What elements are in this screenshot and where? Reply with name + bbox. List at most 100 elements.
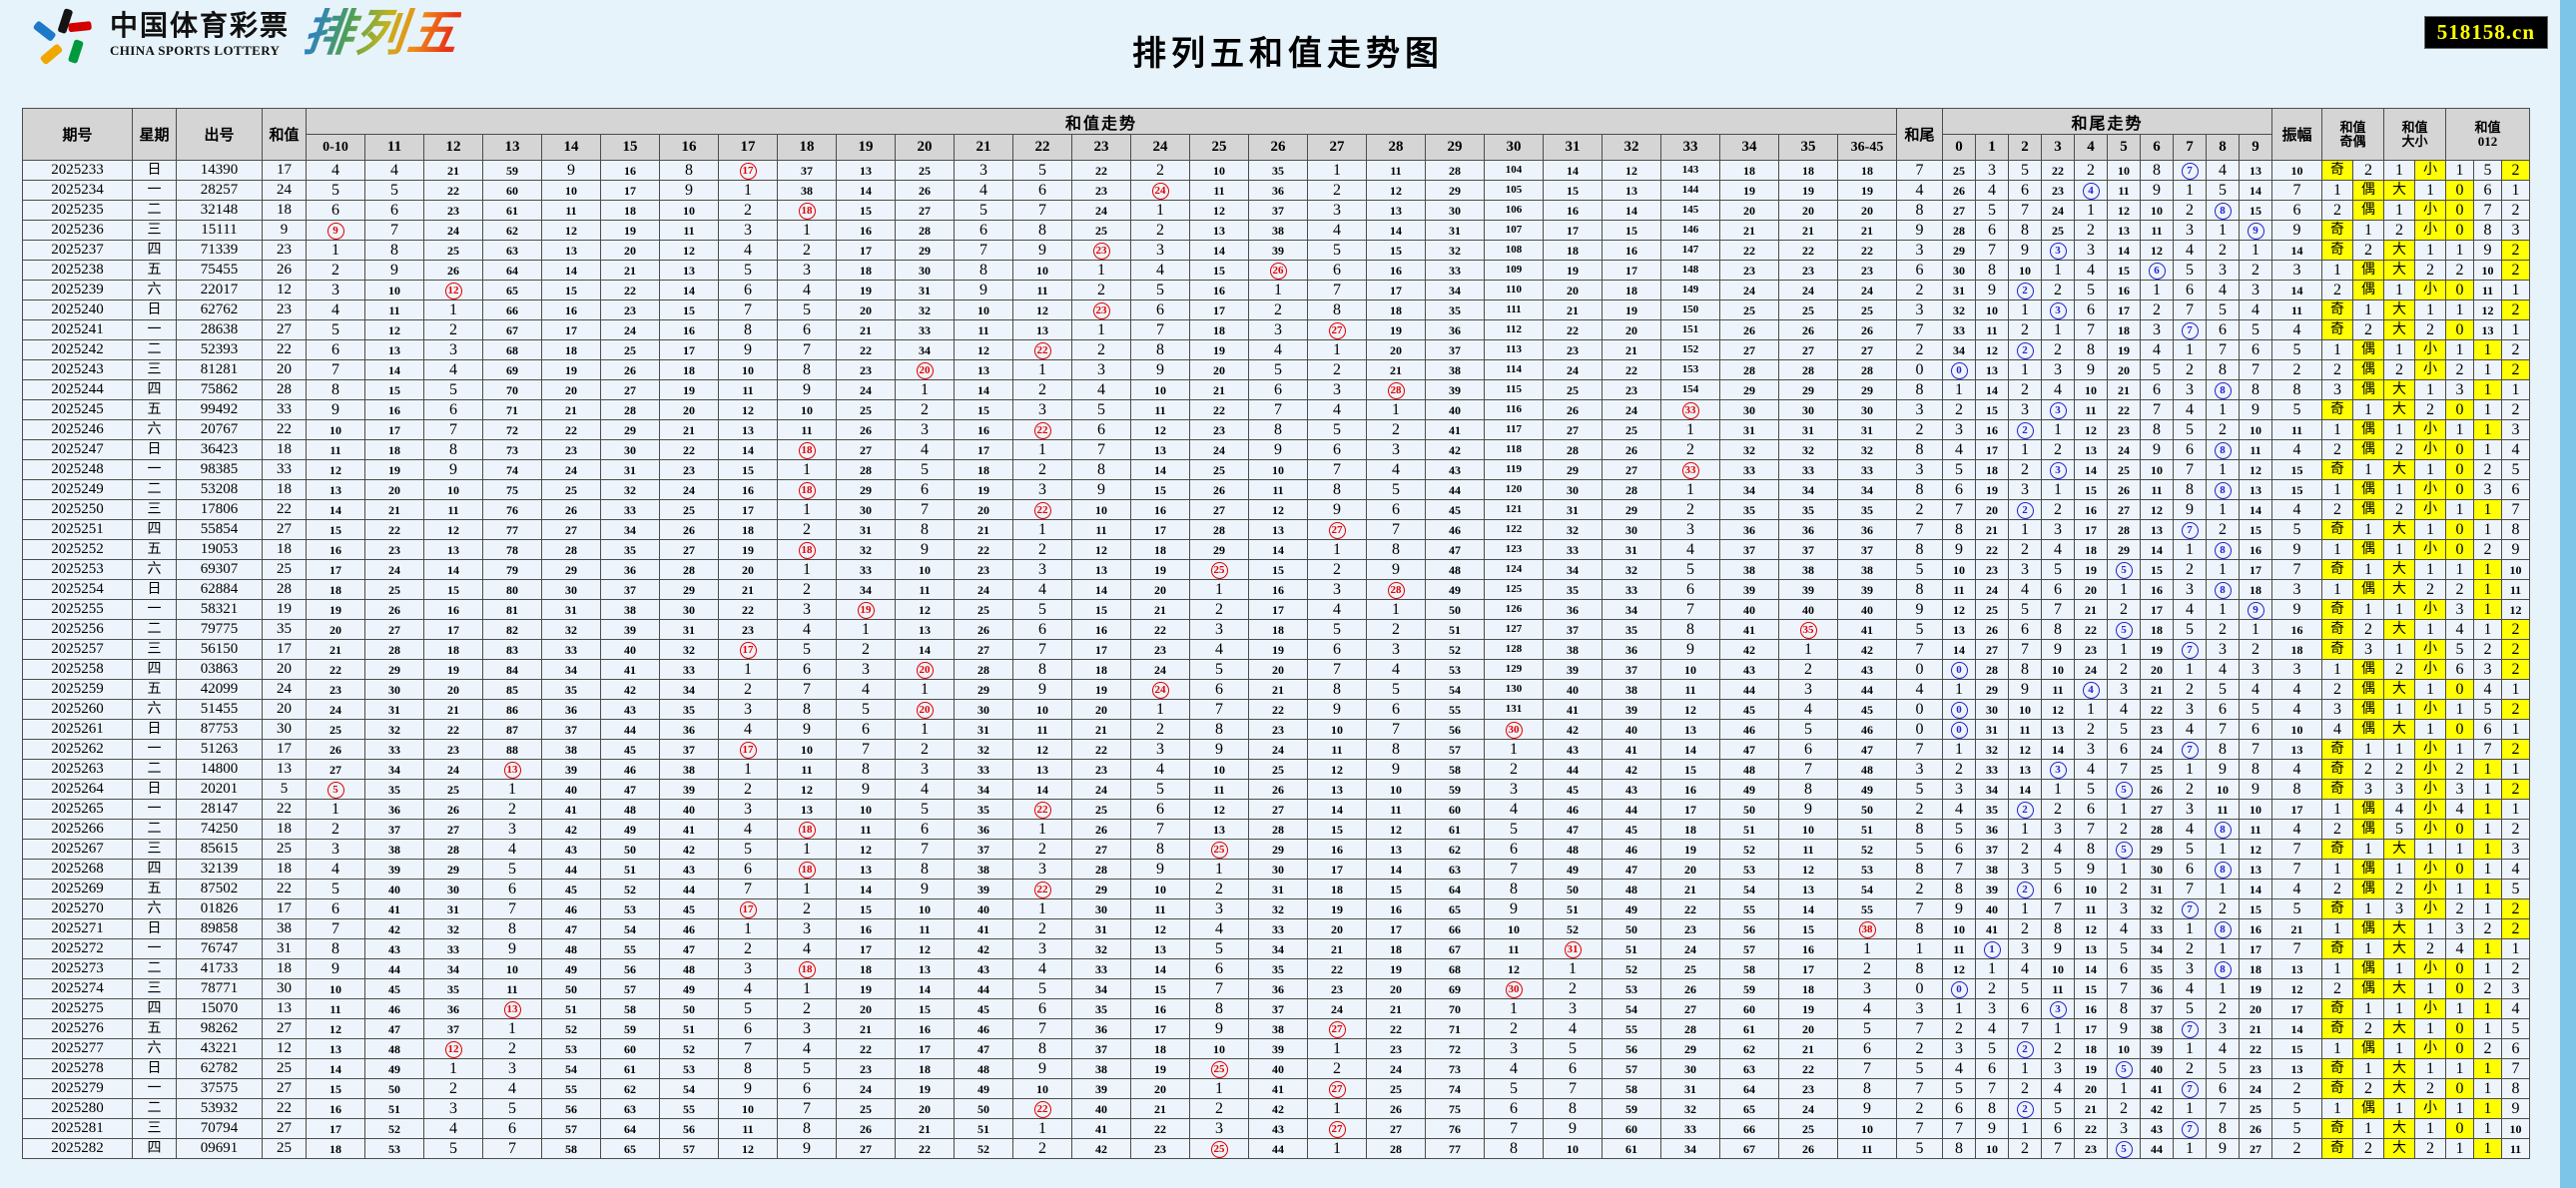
- mod012-cell: 5: [2501, 879, 2530, 899]
- trend-cell: 21: [954, 519, 1013, 540]
- big-small-cell: 3: [2383, 898, 2415, 919]
- tail-trend-cell: 10: [2239, 799, 2272, 820]
- trend-cell: 39: [1071, 1078, 1131, 1099]
- draw-numbers-cell: 53208: [176, 479, 263, 500]
- trend-cell: 63: [600, 1098, 660, 1119]
- trend-cell: 12: [836, 839, 896, 860]
- trend-cell: 42: [954, 938, 1013, 959]
- page-edge-strip: [2560, 0, 2576, 1188]
- big-small-cell: 1: [2414, 180, 2446, 201]
- tail-trend-cell: 21: [2140, 679, 2174, 700]
- trend-cell: 19: [306, 599, 365, 620]
- trend-cell: 15: [954, 399, 1013, 420]
- tail-trend-cell: 14: [2239, 879, 2272, 899]
- trend-cell: 22: [1130, 619, 1190, 640]
- trend-cell: 6: [1660, 579, 1720, 600]
- odd-even-cell: 奇: [2321, 299, 2353, 320]
- trend-cell: 33: [954, 759, 1013, 780]
- trend-cell: 55: [1837, 898, 1897, 919]
- trend-cell: 25: [1189, 459, 1249, 480]
- amplitude-cell: 11: [2271, 299, 2322, 320]
- hit-blue-circle: 7: [2181, 900, 2199, 918]
- trend-cell: 6: [1307, 260, 1367, 281]
- hit-blue-circle: 5: [2115, 781, 2133, 799]
- tail-trend-cell: 4: [2173, 240, 2207, 261]
- tail-trend-cell: 4: [1942, 1058, 1976, 1079]
- tail-trend-cell: 11: [2140, 220, 2174, 241]
- trend-cell: 4: [718, 240, 778, 261]
- hit-blue-circle: 8: [2214, 861, 2232, 879]
- trend-cell: 17: [1778, 958, 1838, 979]
- trend-cell: 50: [954, 1098, 1013, 1119]
- trend-cell: 4: [777, 938, 837, 959]
- trend-cell: 19: [1719, 180, 1779, 201]
- tail-trend-cell: 2: [2008, 459, 2042, 480]
- mod012-cell: 0: [2445, 519, 2474, 540]
- trend-cell: 17: [836, 938, 896, 959]
- mod012-cell: 1: [2501, 719, 2530, 740]
- trend-cell: 13: [659, 260, 719, 281]
- trend-cell: 33: [1425, 260, 1485, 281]
- tail-trend-cell: 2: [2008, 918, 2042, 939]
- trend-cell: 22: [1071, 739, 1131, 760]
- issue-cell: 2025262: [22, 739, 133, 760]
- trend-cell: 5: [718, 839, 778, 860]
- tail-trend-cell: 43: [2140, 1118, 2174, 1139]
- odd-even-cell: 奇: [2321, 759, 2353, 780]
- trend-cell: 15: [1071, 599, 1131, 620]
- trend-cell: 1: [777, 459, 837, 480]
- trend-cell: 17: [541, 319, 601, 340]
- trend-cell: 27: [1719, 339, 1779, 360]
- trend-cell: 43: [600, 699, 660, 720]
- trend-cell: 7: [718, 879, 778, 899]
- draw-row: 2025270 六 01826 17 6 41 31 7 46 53 45 17 2 15 10 40 1 30 1…: [22, 898, 2530, 919]
- tail-digit-cell: 7: [1896, 1078, 1943, 1099]
- trend-cell: 4: [1248, 339, 1308, 360]
- tail-trend-cell: 14: [2074, 459, 2108, 480]
- trend-cell: 21: [1778, 220, 1838, 241]
- tail-trend-cell: 2: [1942, 399, 1976, 420]
- trend-cell: 3: [1012, 399, 1072, 420]
- tail-trend-cell: 9: [2074, 359, 2108, 380]
- trend-cell: 9: [1071, 479, 1131, 500]
- tail-trend-cell: 21: [2239, 1018, 2272, 1039]
- draw-numbers-cell: 62884: [176, 579, 263, 600]
- trend-cell: 1: [777, 879, 837, 899]
- big-small-cell: 1: [2383, 699, 2415, 720]
- trend-cell: 17: [1307, 859, 1367, 880]
- tail-trend-cell: 33: [2140, 918, 2174, 939]
- trend-cell: 40: [1602, 719, 1661, 740]
- trend-cell: 2: [1189, 1098, 1249, 1119]
- sum-cell: 27: [262, 1018, 307, 1039]
- trend-cell: 32: [364, 719, 424, 740]
- trend-cell: 19: [836, 599, 896, 620]
- trend-cell: 11: [423, 499, 483, 520]
- trend-cell: 23: [1366, 1038, 1426, 1059]
- tail-trend-cell: 36: [1975, 819, 2009, 840]
- mod012-cell: 6: [2501, 1038, 2530, 1059]
- trend-cell: 40: [1071, 1098, 1131, 1119]
- page-title: 排列五和值走势图: [1132, 36, 1444, 73]
- tail-trend-cell: 17: [2239, 559, 2272, 580]
- tail-trend-cell: 8: [2206, 958, 2240, 979]
- trend-cell: 37: [954, 839, 1013, 860]
- week-cell: 六: [132, 280, 177, 300]
- tail-trend-cell: 9: [1942, 898, 1976, 919]
- tail-trend-cell: 14: [2008, 779, 2042, 800]
- big-small-cell: 小: [2414, 599, 2446, 620]
- mod012-cell: 1: [2473, 958, 2502, 979]
- big-small-cell: 大: [2383, 579, 2415, 600]
- trend-cell: 24: [1130, 659, 1190, 680]
- tail-trend-cell: 1: [2107, 579, 2141, 600]
- trend-cell: 16: [1130, 499, 1190, 520]
- trend-cell: 10: [1189, 759, 1249, 780]
- tail-trend-cell: 17: [2140, 599, 2174, 620]
- hit-blue-circle: 5: [2115, 1140, 2133, 1158]
- trend-cell: 48: [541, 938, 601, 959]
- trend-cell: 5: [306, 779, 365, 800]
- tail-trend-cell: 1: [2008, 299, 2042, 320]
- trend-cell: 25: [1071, 799, 1131, 820]
- trend-cell: 26: [1719, 319, 1779, 340]
- trend-cell: 45: [364, 978, 424, 999]
- trend-cell: 22: [423, 719, 483, 740]
